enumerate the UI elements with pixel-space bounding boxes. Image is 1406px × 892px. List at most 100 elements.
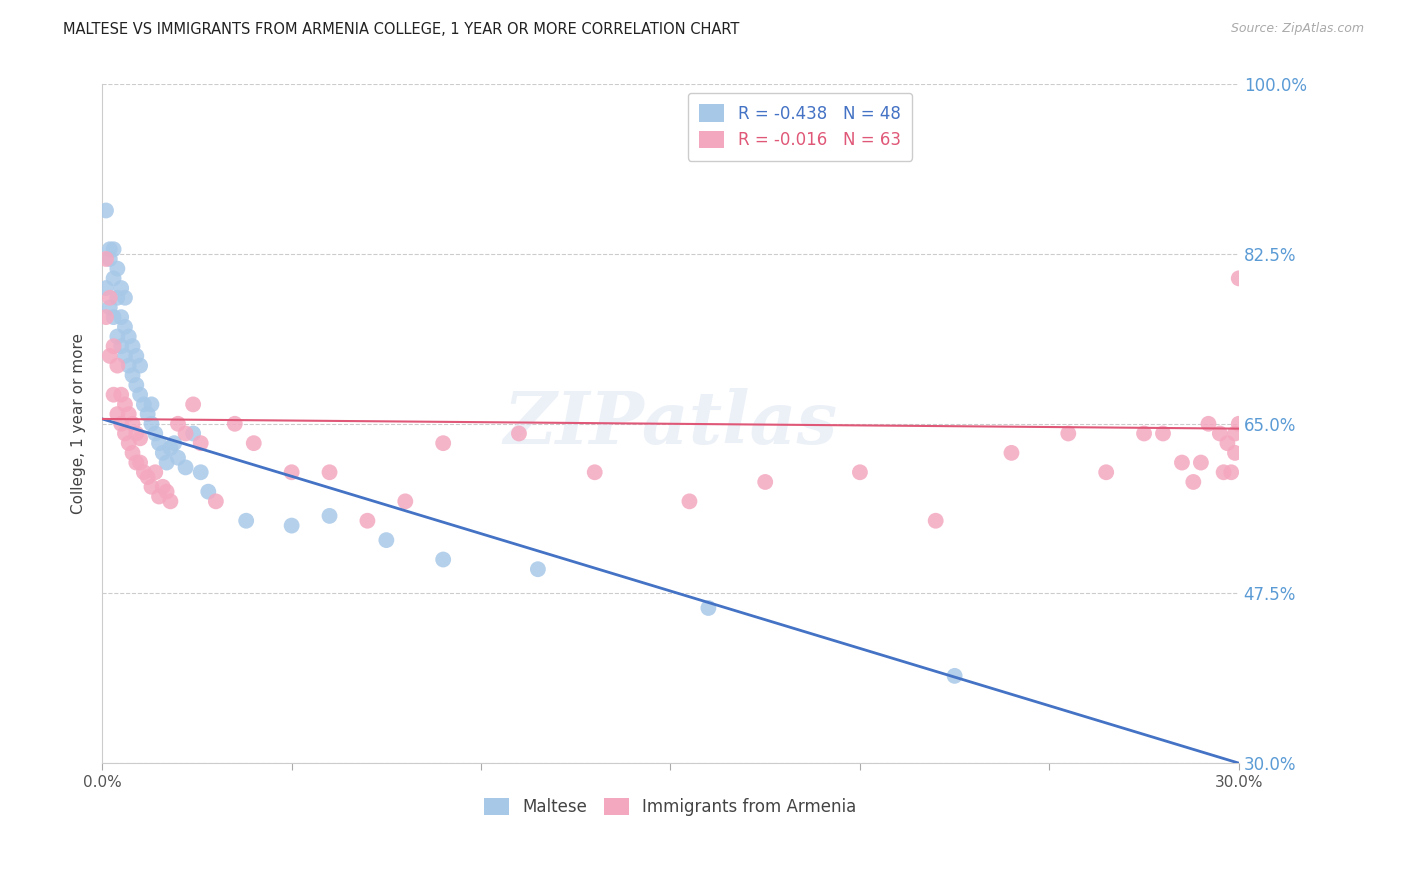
Point	[121, 417, 143, 431]
Point	[94, 281, 117, 295]
Point	[375, 533, 398, 548]
Point	[94, 310, 117, 325]
Point	[105, 261, 128, 276]
Point	[152, 480, 174, 494]
Point	[132, 465, 155, 479]
Point	[121, 368, 143, 383]
Point	[125, 456, 148, 470]
Point	[205, 494, 228, 508]
Point	[98, 252, 121, 266]
Point	[242, 436, 264, 450]
Point	[110, 310, 132, 325]
Point	[190, 465, 212, 479]
Point	[1223, 446, 1246, 460]
Point	[98, 349, 121, 363]
Point	[280, 518, 302, 533]
Point	[1227, 271, 1250, 285]
Point	[132, 397, 155, 411]
Point	[1133, 426, 1156, 441]
Point	[181, 426, 204, 441]
Point	[148, 490, 170, 504]
Point	[110, 387, 132, 401]
Point	[105, 291, 128, 305]
Point	[136, 407, 159, 421]
Point	[318, 465, 340, 479]
Point	[1227, 417, 1250, 431]
Point	[118, 407, 141, 421]
Point	[125, 349, 148, 363]
Point	[197, 484, 219, 499]
Point	[110, 281, 132, 295]
Point	[94, 203, 117, 218]
Point	[121, 446, 143, 460]
Point	[1223, 426, 1246, 441]
Point	[1209, 426, 1232, 441]
Point	[356, 514, 378, 528]
Point	[125, 426, 148, 441]
Point	[143, 426, 166, 441]
Point	[105, 359, 128, 373]
Point	[174, 460, 197, 475]
Point	[156, 456, 179, 470]
Point	[103, 271, 125, 285]
Point	[98, 291, 121, 305]
Point	[110, 339, 132, 353]
Point	[190, 436, 212, 450]
Point	[508, 426, 530, 441]
Point	[1212, 465, 1234, 479]
Point	[156, 484, 179, 499]
Point	[527, 562, 550, 576]
Point	[394, 494, 416, 508]
Point	[849, 465, 872, 479]
Point	[98, 242, 121, 256]
Point	[678, 494, 700, 508]
Point	[110, 417, 132, 431]
Legend: Maltese, Immigrants from Armenia: Maltese, Immigrants from Armenia	[478, 791, 863, 822]
Point	[105, 329, 128, 343]
Point	[235, 514, 257, 528]
Text: MALTESE VS IMMIGRANTS FROM ARMENIA COLLEGE, 1 YEAR OR MORE CORRELATION CHART: MALTESE VS IMMIGRANTS FROM ARMENIA COLLE…	[63, 22, 740, 37]
Point	[1198, 417, 1220, 431]
Point	[583, 465, 606, 479]
Point	[167, 450, 190, 465]
Point	[1000, 446, 1022, 460]
Point	[103, 339, 125, 353]
Point	[167, 417, 190, 431]
Point	[697, 601, 720, 615]
Point	[1152, 426, 1174, 441]
Point	[925, 514, 948, 528]
Point	[118, 329, 141, 343]
Point	[136, 470, 159, 484]
Point	[148, 436, 170, 450]
Point	[943, 669, 966, 683]
Point	[129, 456, 152, 470]
Point	[280, 465, 302, 479]
Point	[1216, 436, 1239, 450]
Point	[432, 436, 454, 450]
Point	[114, 426, 136, 441]
Point	[163, 436, 186, 450]
Point	[114, 291, 136, 305]
Point	[1189, 456, 1212, 470]
Y-axis label: College, 1 year or more: College, 1 year or more	[72, 334, 86, 515]
Point	[114, 397, 136, 411]
Point	[141, 480, 163, 494]
Point	[1182, 475, 1205, 489]
Point	[141, 397, 163, 411]
Point	[224, 417, 246, 431]
Point	[129, 387, 152, 401]
Point	[143, 465, 166, 479]
Text: ZIPatlas: ZIPatlas	[503, 388, 838, 459]
Point	[129, 359, 152, 373]
Point	[114, 349, 136, 363]
Point	[129, 431, 152, 445]
Point	[1095, 465, 1118, 479]
Point	[152, 446, 174, 460]
Point	[1171, 456, 1194, 470]
Point	[159, 441, 181, 455]
Point	[159, 494, 181, 508]
Point	[1057, 426, 1080, 441]
Point	[318, 508, 340, 523]
Point	[114, 319, 136, 334]
Point	[103, 242, 125, 256]
